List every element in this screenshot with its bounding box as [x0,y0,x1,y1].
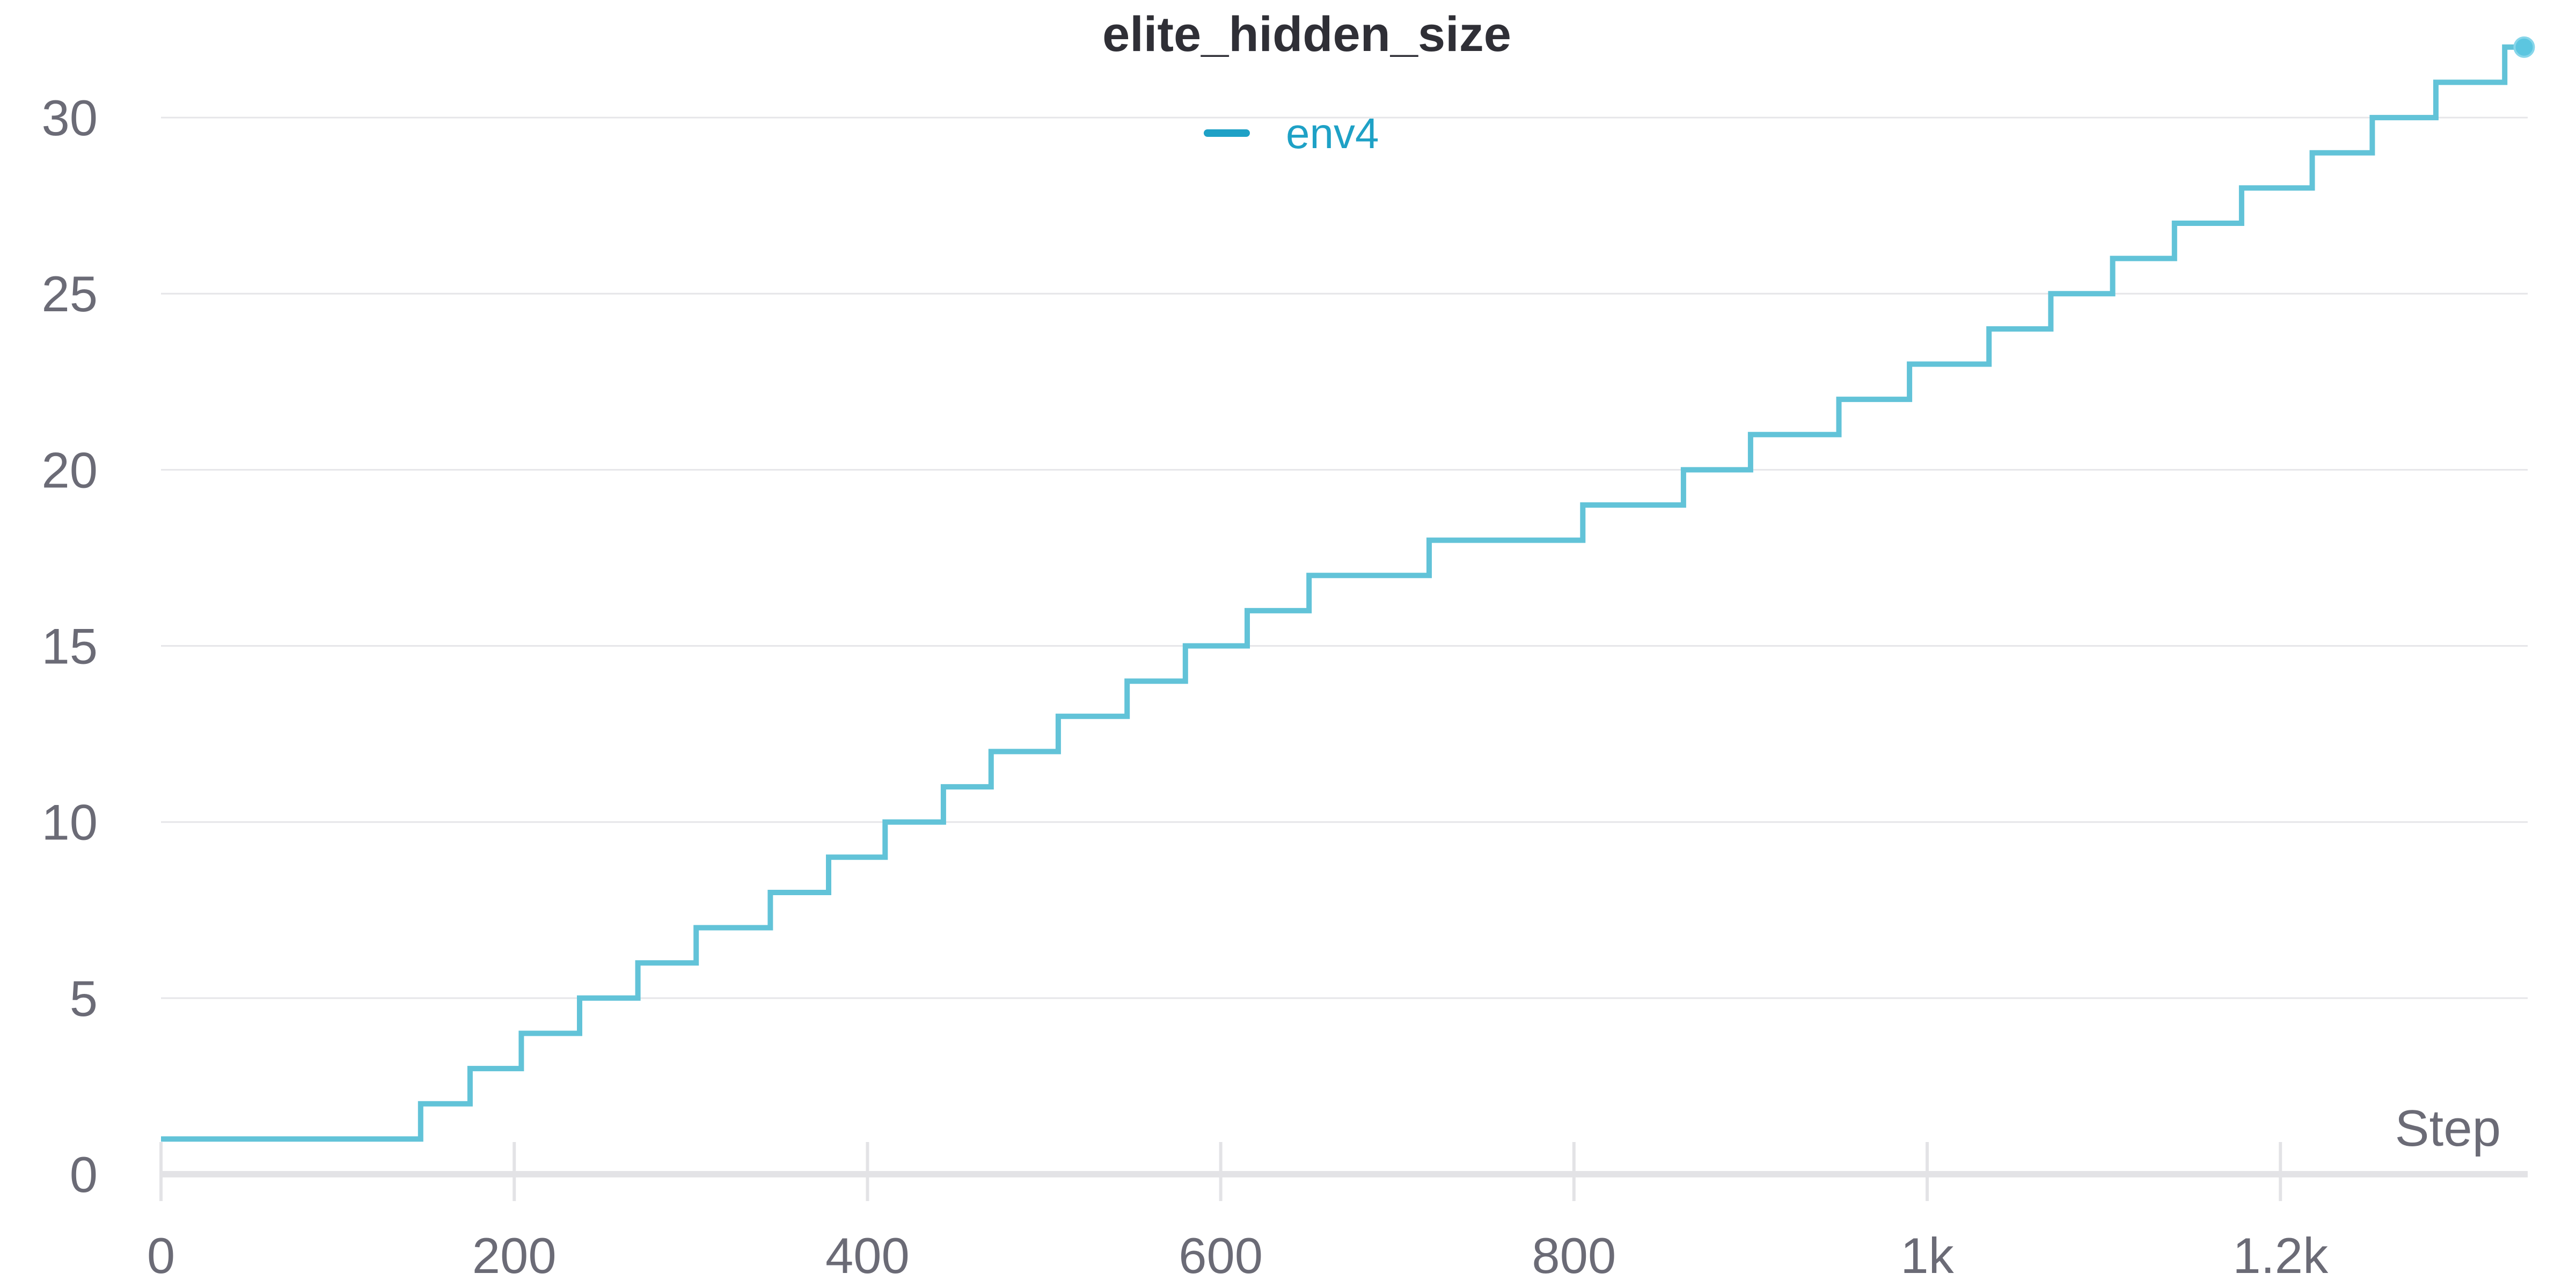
series-group [161,36,2535,1142]
y-axis-ticks: 0 5 10 15 20 25 30 [41,90,98,1203]
x-tick-label: 400 [825,1227,910,1284]
series-end-point [2513,36,2535,58]
x-tick-label: 1k [1900,1227,1954,1284]
x-tick-label: 0 [147,1227,175,1284]
x-axis-title: Step [2395,1100,2501,1157]
chart-title: elite_hidden_size [1102,7,1511,62]
y-tick-label: 5 [70,970,98,1027]
x-tick-label: 200 [472,1227,557,1284]
y-tick-label: 0 [70,1146,98,1203]
y-tick-label: 10 [41,794,98,851]
series-line-env4 [161,44,2524,1142]
legend: env4 [1204,109,1379,157]
y-tick-label: 25 [41,266,98,322]
legend-label: env4 [1286,109,1379,157]
y-tick-label: 20 [41,442,98,498]
y-tick-label: 30 [41,90,98,146]
grid-lines [161,116,2528,999]
x-tick-label: 600 [1179,1227,1263,1284]
x-tick-label: 800 [1532,1227,1616,1284]
x-axis: 0 200 400 600 800 1k 1.2k [147,1142,2528,1284]
x-tick-label: 1.2k [2233,1227,2329,1284]
y-tick-label: 15 [41,618,98,675]
